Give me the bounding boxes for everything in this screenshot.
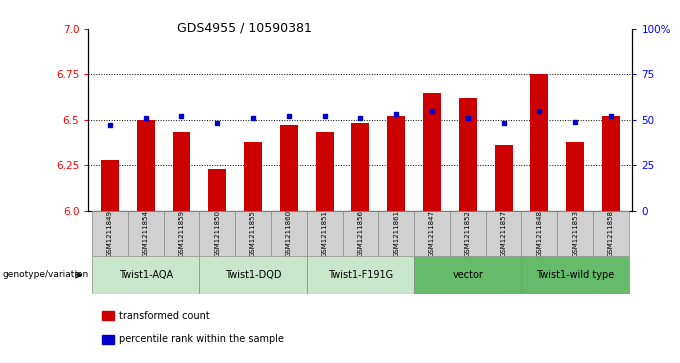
- Bar: [173, 132, 190, 211]
- Text: GSM1211848: GSM1211848: [537, 210, 543, 257]
- Bar: [414, 211, 450, 256]
- Text: GSM1211856: GSM1211856: [358, 210, 363, 257]
- Bar: [352, 123, 369, 211]
- Bar: [387, 116, 405, 211]
- Text: GSM1211849: GSM1211849: [107, 210, 113, 257]
- Bar: [522, 256, 629, 294]
- Bar: [459, 98, 477, 211]
- Bar: [199, 256, 307, 294]
- Text: GSM1211855: GSM1211855: [250, 210, 256, 257]
- Bar: [602, 116, 620, 211]
- Text: GSM1211851: GSM1211851: [322, 210, 328, 257]
- Bar: [280, 125, 298, 211]
- Text: GSM1211847: GSM1211847: [429, 210, 435, 257]
- Bar: [450, 211, 486, 256]
- Text: Twist1-wild type: Twist1-wild type: [536, 270, 614, 280]
- Bar: [164, 211, 199, 256]
- Text: GSM1211857: GSM1211857: [500, 210, 507, 257]
- Text: GSM1211852: GSM1211852: [464, 210, 471, 257]
- Text: Twist1-DQD: Twist1-DQD: [225, 270, 282, 280]
- Text: genotype/variation: genotype/variation: [3, 270, 89, 280]
- Bar: [378, 211, 414, 256]
- Bar: [494, 145, 513, 211]
- Bar: [486, 211, 522, 256]
- Bar: [593, 211, 629, 256]
- Bar: [343, 211, 378, 256]
- Bar: [92, 211, 128, 256]
- Bar: [137, 120, 154, 211]
- Text: GSM1211853: GSM1211853: [572, 210, 578, 257]
- Text: Twist1-AQA: Twist1-AQA: [118, 270, 173, 280]
- Bar: [316, 132, 334, 211]
- Text: GSM1211850: GSM1211850: [214, 210, 220, 257]
- Bar: [271, 211, 307, 256]
- Bar: [530, 74, 548, 211]
- Bar: [557, 211, 593, 256]
- Bar: [92, 256, 199, 294]
- Bar: [208, 169, 226, 211]
- Text: percentile rank within the sample: percentile rank within the sample: [119, 334, 284, 344]
- Bar: [307, 256, 414, 294]
- Bar: [101, 160, 119, 211]
- Text: GSM1211858: GSM1211858: [608, 210, 614, 257]
- Text: GDS4955 / 10590381: GDS4955 / 10590381: [177, 22, 311, 35]
- Bar: [199, 211, 235, 256]
- Text: GSM1211860: GSM1211860: [286, 210, 292, 257]
- Text: transformed count: transformed count: [119, 311, 209, 321]
- Bar: [566, 142, 584, 211]
- Text: GSM1211859: GSM1211859: [178, 210, 184, 257]
- Bar: [423, 93, 441, 211]
- Bar: [128, 211, 164, 256]
- Text: Twist1-F191G: Twist1-F191G: [328, 270, 393, 280]
- Bar: [414, 256, 522, 294]
- Text: vector: vector: [452, 270, 483, 280]
- Bar: [307, 211, 343, 256]
- Bar: [235, 211, 271, 256]
- Text: GSM1211861: GSM1211861: [393, 210, 399, 257]
- Bar: [522, 211, 557, 256]
- Bar: [244, 142, 262, 211]
- Text: GSM1211854: GSM1211854: [143, 210, 149, 257]
